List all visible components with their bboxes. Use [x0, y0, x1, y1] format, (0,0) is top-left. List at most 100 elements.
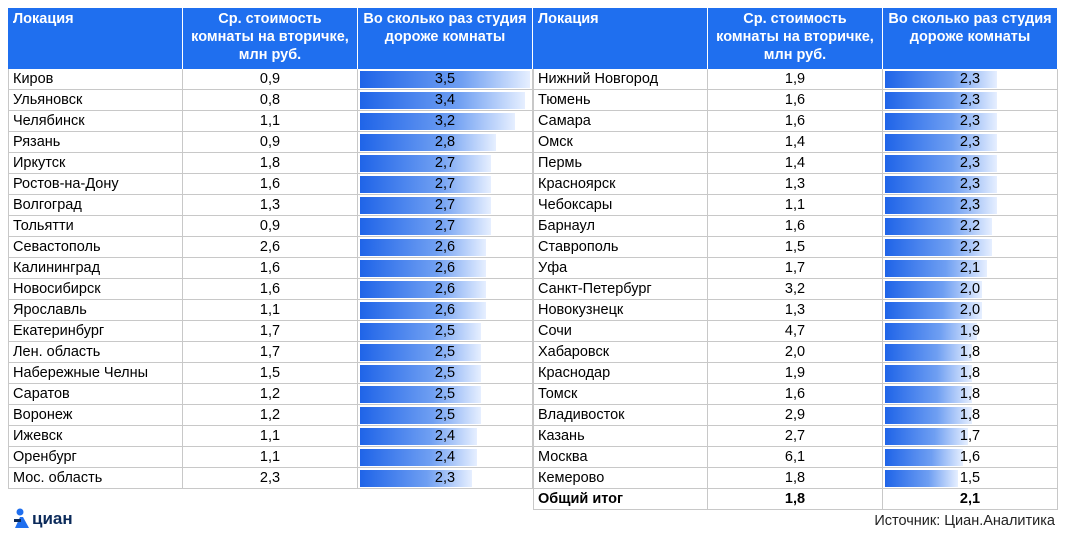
- ratio-value: 2,4: [434, 449, 456, 465]
- ratio-cell: 2,2: [883, 216, 1058, 237]
- price-cell: 2,7: [708, 426, 883, 447]
- data-bar: [360, 344, 482, 361]
- data-bar: [360, 323, 482, 340]
- table-row: Оренбург 1,1 2,4: [8, 447, 533, 468]
- price-cell: 1,8: [183, 153, 358, 174]
- ratio-value: 3,4: [434, 92, 456, 108]
- table-row: Ростов-на-Дону 1,6 2,7: [8, 174, 533, 195]
- table-row: Набережные Челны 1,5 2,5: [8, 363, 533, 384]
- location-cell: Пермь: [533, 153, 708, 174]
- location-cell: Новокузнецк: [533, 300, 708, 321]
- price-cell: 2,0: [708, 342, 883, 363]
- table-row: Челябинск 1,1 3,2: [8, 111, 533, 132]
- table-row: Лен. область 1,7 2,5: [8, 342, 533, 363]
- price-cell: 1,1: [183, 426, 358, 447]
- header-cell: Локация: [533, 8, 708, 69]
- ratio-cell: 2,3: [883, 153, 1058, 174]
- location-cell: Оренбург: [8, 447, 183, 468]
- price-cell: 1,6: [183, 258, 358, 279]
- ratio-cell: 2,0: [883, 300, 1058, 321]
- ratio-cell: 2,5: [358, 321, 533, 342]
- price-cell: 2,6: [183, 237, 358, 258]
- location-cell: Волгоград: [8, 195, 183, 216]
- ratio-value: 2,6: [434, 239, 456, 255]
- location-cell: Нижний Новгород: [533, 69, 708, 90]
- price-cell: 2,9: [708, 405, 883, 426]
- ratio-cell: 2,3: [883, 132, 1058, 153]
- ratio-cell: 1,7: [883, 426, 1058, 447]
- total-cell: 2,1: [883, 489, 1058, 510]
- location-cell: Мос. область: [8, 468, 183, 489]
- ratio-value: 2,2: [959, 218, 981, 234]
- location-cell: Екатеринбург: [8, 321, 183, 342]
- ratio-value: 2,6: [434, 302, 456, 318]
- data-bar: [885, 407, 973, 424]
- ratio-cell: 2,3: [358, 468, 533, 489]
- table-row: Волгоград 1,3 2,7: [8, 195, 533, 216]
- data-bar: [885, 92, 997, 109]
- table-row: Ижевск 1,1 2,4: [8, 426, 533, 447]
- ratio-cell: 2,6: [358, 237, 533, 258]
- price-cell: 1,1: [708, 195, 883, 216]
- table-row: Новосибирск 1,6 2,6: [8, 279, 533, 300]
- ratio-cell: 2,5: [358, 384, 533, 405]
- data-bar: [360, 386, 482, 403]
- price-cell: 1,6: [708, 384, 883, 405]
- ratio-value: 2,7: [434, 197, 456, 213]
- location-cell: Ижевск: [8, 426, 183, 447]
- price-cell: 1,9: [708, 363, 883, 384]
- location-cell: Калининград: [8, 258, 183, 279]
- price-cell: 4,7: [708, 321, 883, 342]
- ratio-cell: 2,6: [358, 279, 533, 300]
- ratio-cell: 3,2: [358, 111, 533, 132]
- ratio-cell: 2,7: [358, 174, 533, 195]
- table-row: Хабаровск 2,0 1,8: [533, 342, 1058, 363]
- total-cell: Общий итог: [533, 489, 708, 510]
- ratio-cell: 1,8: [883, 342, 1058, 363]
- table-row: Чебоксары 1,1 2,3: [533, 195, 1058, 216]
- table-row: Новокузнецк 1,3 2,0: [533, 300, 1058, 321]
- location-cell: Кемерово: [533, 468, 708, 489]
- table-row: Краснодар 1,9 1,8: [533, 363, 1058, 384]
- ratio-value: 1,8: [959, 407, 981, 423]
- table-row: Казань 2,7 1,7: [533, 426, 1058, 447]
- location-cell: Иркутск: [8, 153, 183, 174]
- header-cell: Локация: [8, 8, 183, 69]
- ratio-cell: 1,8: [883, 363, 1058, 384]
- table-row: Санкт-Петербург 3,2 2,0: [533, 279, 1058, 300]
- price-cell: 1,3: [708, 300, 883, 321]
- table-row: Ярославль 1,1 2,6: [8, 300, 533, 321]
- data-bar: [360, 260, 487, 277]
- ratio-cell: 2,8: [358, 132, 533, 153]
- data-bar: [360, 428, 477, 445]
- source: Источник: Циан.Аналитика: [874, 513, 1055, 529]
- location-cell: Омск: [533, 132, 708, 153]
- price-cell: 1,1: [183, 300, 358, 321]
- ratio-cell: 2,7: [358, 153, 533, 174]
- price-cell: 2,3: [183, 468, 358, 489]
- ratio-cell: 2,1: [883, 258, 1058, 279]
- price-cell: 1,6: [708, 111, 883, 132]
- location-cell: Уфа: [533, 258, 708, 279]
- price-cell: 0,8: [183, 90, 358, 111]
- ratio-value: 2,8: [434, 134, 456, 150]
- ratio-cell: 3,4: [358, 90, 533, 111]
- data-bar: [360, 134, 496, 151]
- ratio-value: 1,8: [959, 365, 981, 381]
- price-cell: 1,9: [708, 69, 883, 90]
- location-cell: Москва: [533, 447, 708, 468]
- data-bar: [885, 134, 997, 151]
- price-cell: 1,6: [708, 216, 883, 237]
- ratio-cell: 2,3: [883, 90, 1058, 111]
- ratio-value: 2,6: [434, 281, 456, 297]
- price-cell: 1,6: [183, 174, 358, 195]
- data-bar: [885, 302, 983, 319]
- logo-icon: [14, 508, 29, 528]
- ratio-cell: 2,6: [358, 300, 533, 321]
- price-cell: 0,9: [183, 69, 358, 90]
- location-cell: Красноярск: [533, 174, 708, 195]
- ratio-value: 2,4: [434, 428, 456, 444]
- total-cell: 1,8: [708, 489, 883, 510]
- price-cell: 1,7: [708, 258, 883, 279]
